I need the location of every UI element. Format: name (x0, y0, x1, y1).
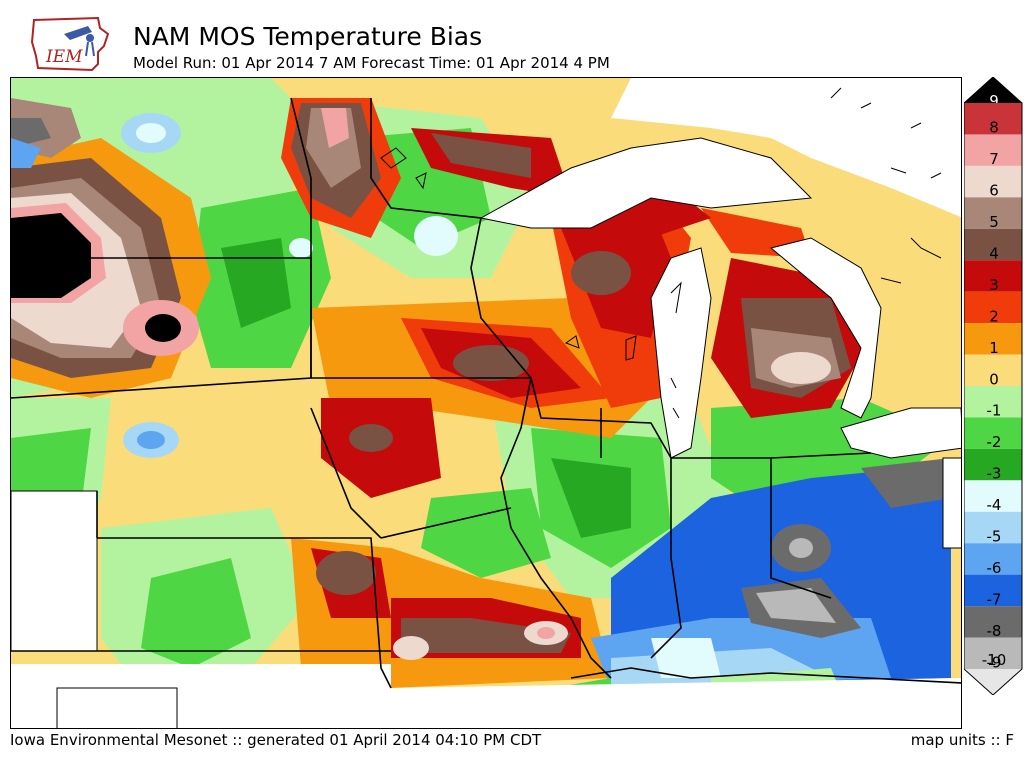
legend-label: -8 (987, 622, 1002, 640)
legend-swatch (964, 197, 1022, 229)
legend-swatch (964, 228, 1022, 261)
legend-swatch (964, 543, 1022, 575)
legend-swatch (964, 165, 1022, 198)
legend-swatch (964, 669, 1022, 695)
footer-source: Iowa Environmental Mesonet :: generated … (10, 731, 542, 749)
legend-swatch (964, 134, 1022, 166)
footer-units: map units :: F (910, 731, 1014, 749)
legend-label: 8 (989, 119, 999, 137)
legend-label: 6 (989, 182, 999, 200)
legend-label: -6 (987, 559, 1002, 577)
legend-swatch (964, 511, 1022, 544)
legend-swatch (964, 448, 1022, 481)
legend-swatch (964, 260, 1022, 292)
iem-logo: IEM (28, 12, 120, 74)
legend-swatch (964, 323, 1022, 355)
legend-label: -7 (987, 590, 1002, 608)
state-boundaries (11, 97, 961, 689)
map-title: NAM MOS Temperature Bias (133, 22, 483, 51)
temperature-bias-map (11, 78, 961, 728)
legend-label: 1 (989, 339, 999, 357)
legend-label: -10 (982, 651, 1007, 669)
legend-label: -5 (987, 528, 1002, 546)
logo-text: IEM (45, 47, 83, 67)
legend-label: 2 (989, 307, 999, 325)
coastline-details (380, 87, 942, 419)
legend-swatch (964, 103, 1022, 135)
legend-swatch (964, 354, 1022, 386)
legend-label: -3 (987, 465, 1002, 483)
legend-swatch (964, 606, 1022, 638)
legend-label: 4 (989, 245, 999, 263)
legend-label: 5 (989, 213, 999, 231)
legend-label: -2 (987, 433, 1002, 451)
legend-label: 0 (989, 370, 999, 388)
legend-swatch (964, 291, 1022, 324)
legend-label: 7 (989, 150, 999, 168)
legend-swatch (964, 574, 1022, 607)
color-legend: 9 8 7 6 5 4 3 2 1 0 -1 -2 -3 -4 -5 -6 -7 -8 -9 -10 (963, 76, 1024, 696)
legend-swatch (964, 480, 1022, 512)
legend-swatch (964, 417, 1022, 449)
map-subtitle: Model Run: 01 Apr 2014 7 AM Forecast Tim… (133, 54, 610, 72)
legend-swatch (964, 77, 1022, 103)
legend-label: 3 (989, 276, 999, 294)
legend-label: -1 (987, 402, 1002, 420)
map-panel (10, 77, 962, 729)
legend-label: -9 (987, 653, 1002, 671)
legend-swatch (964, 637, 1022, 669)
legend-label: -4 (987, 496, 1002, 514)
legend-label: 9 (989, 92, 999, 110)
legend-swatch (964, 386, 1022, 418)
